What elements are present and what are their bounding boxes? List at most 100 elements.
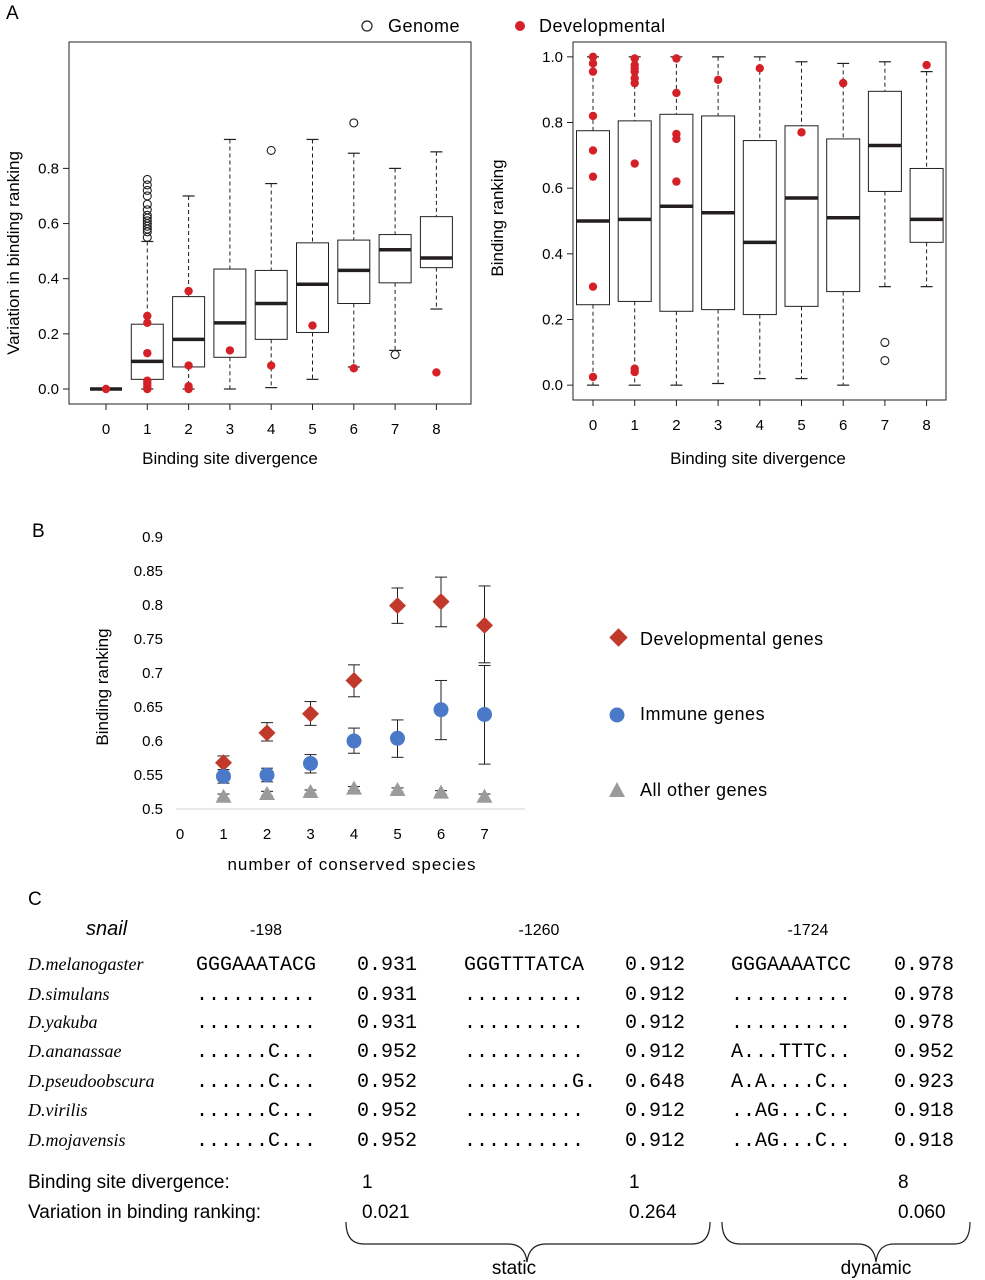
genome-outlier <box>880 355 890 366</box>
binding-score: 0.648 <box>625 1071 685 1094</box>
binding-score: 0.912 <box>625 1130 685 1153</box>
developmental-point <box>184 286 193 296</box>
legend-genome-label: Genome <box>388 16 460 36</box>
x-tick-label: 2 <box>672 417 680 434</box>
box <box>617 120 652 302</box>
x-tick-label: 7 <box>881 417 889 434</box>
binding-score: 0.978 <box>894 954 954 977</box>
binding-site-sequence: .......... <box>196 984 316 1007</box>
y-tick-label: 0.2 <box>38 326 59 343</box>
legend-developmental-genes-label: Developmental genes <box>640 629 824 649</box>
variation-value-1724: 0.060 <box>898 1202 946 1223</box>
y-tick-label: 0.8 <box>542 115 563 132</box>
developmental-point <box>588 172 598 181</box>
x-tick-label: 4 <box>756 417 764 434</box>
x-tick-label: 6 <box>350 421 358 438</box>
developmental-point <box>588 59 598 68</box>
binding-score: 0.918 <box>894 1130 954 1153</box>
box <box>909 167 944 243</box>
binding-site-sequence: A...TTTC.. <box>731 1041 851 1064</box>
genome-outlier <box>142 205 152 215</box>
x-tick-label: 3 <box>714 417 722 434</box>
binding-score: 0.923 <box>894 1071 954 1094</box>
legend-developmental-genes-marker <box>609 628 628 647</box>
developmental-point <box>143 348 152 358</box>
box <box>826 138 861 293</box>
binding-score: 0.912 <box>625 984 685 1007</box>
species-name: D.simulans <box>27 984 110 1004</box>
x-tick-label: 3 <box>306 826 314 843</box>
developmental-point <box>588 52 598 62</box>
gene-name: snail <box>86 918 128 940</box>
y-tick-label: 0.85 <box>134 563 163 580</box>
genome-outlier <box>142 180 152 190</box>
box <box>576 130 610 306</box>
box <box>742 140 777 316</box>
developmental-point <box>588 372 598 382</box>
developmental-genes-point <box>302 705 319 723</box>
all-other-genes-point <box>259 786 275 801</box>
developmental-genes-point <box>389 597 406 615</box>
y-tick-label: 0.8 <box>38 160 59 177</box>
panel-label-a: A <box>6 3 19 24</box>
static-label: static <box>492 1258 536 1279</box>
divergence-value-1724: 8 <box>898 1172 909 1193</box>
box <box>784 125 819 307</box>
binding-score: 0.952 <box>357 1071 417 1094</box>
species-name: D.pseudoobscura <box>27 1071 155 1091</box>
immune-genes-point <box>303 755 318 771</box>
divergence-value-1260: 1 <box>629 1172 640 1193</box>
binding-site-sequence: .......... <box>464 1012 584 1035</box>
panel-label-c: C <box>28 889 42 910</box>
x-tick-label: 3 <box>226 421 234 438</box>
binding-score: 0.931 <box>357 1012 417 1035</box>
developmental-point <box>672 54 681 63</box>
x-tick-label: 5 <box>797 417 805 434</box>
developmental-point <box>184 382 193 391</box>
x-tick-label: 4 <box>350 826 358 843</box>
binding-score: 0.952 <box>357 1130 417 1153</box>
box <box>378 234 412 284</box>
developmental-point <box>630 78 639 88</box>
x-tick-label: 1 <box>143 421 151 438</box>
box <box>213 268 247 358</box>
legend-all-other-genes-label: All other genes <box>640 780 768 800</box>
box <box>172 296 206 368</box>
developmental-point <box>839 78 848 88</box>
developmental-point <box>308 321 317 330</box>
binding-score: 0.952 <box>357 1100 417 1123</box>
immune-genes-point <box>346 733 362 749</box>
position-1724: -1724 <box>788 922 829 939</box>
genome-outlier <box>142 174 152 184</box>
all-other-genes-point <box>389 781 406 796</box>
developmental-point <box>713 75 723 85</box>
binding-score: 0.952 <box>894 1041 954 1064</box>
binding-site-sequence: ..AG...C.. <box>731 1130 851 1153</box>
developmental-point <box>630 54 639 63</box>
binding-site-sequence: ..AG...C.. <box>731 1100 851 1123</box>
x-tick-label: 7 <box>391 421 399 438</box>
boxplot-binding-ranking: 0.0 0.2 0.4 0.6 0.8 1.0 0 1 2 3 4 5 6 7 8 Binding site… <box>488 41 947 468</box>
developmental-point <box>672 88 681 98</box>
developmental-point <box>432 368 441 377</box>
developmental-point <box>267 361 276 370</box>
y-tick-label: 0.6 <box>542 180 563 197</box>
genome-outlier <box>142 210 152 220</box>
developmental-point <box>630 159 639 168</box>
legend-genome-marker <box>361 20 373 32</box>
x-tick-label: 0 <box>176 826 184 843</box>
binding-site-sequence: ......C... <box>196 1071 316 1094</box>
x-tick-label: 5 <box>308 421 316 438</box>
binding-score: 0.912 <box>625 1012 685 1035</box>
dynamic-brace <box>721 1221 971 1263</box>
binding-site-sequence: .......... <box>464 1100 584 1123</box>
y-tick-label: 0.65 <box>134 699 163 716</box>
genome-outlier <box>142 216 152 226</box>
legend-developmental-label: Developmental <box>539 16 666 36</box>
variation-value-198: 0.021 <box>362 1202 410 1223</box>
species-name: D.ananassae <box>27 1041 122 1061</box>
x-tick-label: 2 <box>184 421 192 438</box>
legend-immune-genes-marker <box>609 707 625 723</box>
variation-row-label: Variation in binding ranking: <box>28 1202 261 1223</box>
y-tick-label: 0.6 <box>38 216 59 233</box>
